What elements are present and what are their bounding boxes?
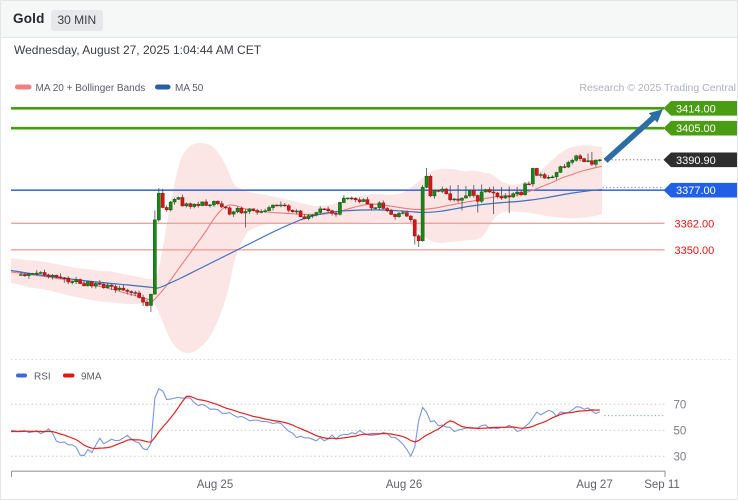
svg-text:3405.00: 3405.00 [676, 123, 716, 135]
svg-text:Sep 11: Sep 11 [644, 479, 680, 491]
svg-text:3350.00: 3350.00 [675, 245, 715, 257]
svg-text:3414.00: 3414.00 [676, 103, 716, 115]
svg-text:3362.00: 3362.00 [675, 218, 715, 230]
svg-text:RSI: RSI [34, 372, 51, 383]
svg-text:50: 50 [674, 425, 687, 437]
svg-text:Aug 25: Aug 25 [197, 479, 233, 491]
svg-text:MA 50: MA 50 [175, 83, 204, 94]
svg-text:30: 30 [674, 451, 687, 463]
svg-text:MA 20 + Bollinger Bands: MA 20 + Bollinger Bands [36, 83, 146, 94]
svg-text:3390.90: 3390.90 [676, 155, 716, 167]
svg-text:Aug 26: Aug 26 [386, 479, 422, 491]
svg-text:Research © 2025 Trading Centra: Research © 2025 Trading Central [579, 82, 736, 94]
svg-text:9MA: 9MA [81, 372, 102, 383]
svg-text:3377.00: 3377.00 [676, 185, 716, 197]
svg-text:70: 70 [674, 399, 687, 411]
svg-text:Aug 27: Aug 27 [576, 479, 612, 491]
